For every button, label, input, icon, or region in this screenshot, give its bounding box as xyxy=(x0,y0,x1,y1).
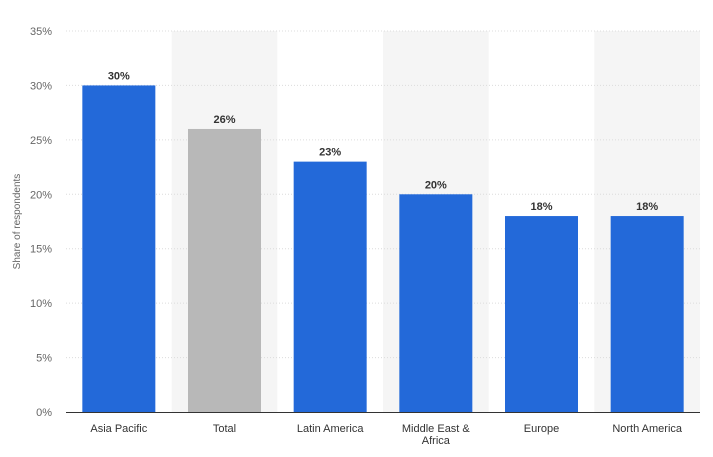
y-tick-label: 10% xyxy=(30,298,52,310)
x-tick-label: Total xyxy=(213,423,236,435)
y-tick-label: 35% xyxy=(30,26,52,38)
bar xyxy=(82,85,156,412)
bar xyxy=(293,161,367,412)
value-labels: 30% 26% 23% 20% 18% 18% xyxy=(108,70,659,213)
bar xyxy=(505,216,578,412)
y-tick-label: 0% xyxy=(36,407,52,419)
data-label: 26% xyxy=(213,114,235,126)
x-tick-label: North America xyxy=(612,423,683,435)
x-tick-label: Latin America xyxy=(297,423,365,435)
y-tick-label: 5% xyxy=(36,353,52,365)
bars xyxy=(82,85,684,412)
y-axis-ticks: 0% 5% 10% 15% 20% 25% 30% 35% xyxy=(30,26,52,419)
y-tick-label: 25% xyxy=(30,135,52,147)
y-tick-label: 20% xyxy=(30,189,52,201)
data-label: 23% xyxy=(319,147,341,159)
data-label: 20% xyxy=(425,179,447,191)
y-tick-label: 15% xyxy=(30,244,52,256)
y-tick-label: 30% xyxy=(30,80,52,92)
x-tick-label: Europe xyxy=(524,423,559,435)
bar xyxy=(399,194,473,412)
bar xyxy=(188,128,261,412)
gridlines xyxy=(66,30,700,359)
x-tick-label: Asia Pacific xyxy=(90,423,147,435)
x-tick-label: Middle East & Africa xyxy=(402,423,471,447)
data-label: 30% xyxy=(108,70,130,82)
bar xyxy=(610,216,684,412)
data-label: 18% xyxy=(636,201,658,213)
x-axis-labels: Asia Pacific Total Latin America Middle Eas… xyxy=(90,423,682,447)
y-axis-title: Share of respondents xyxy=(12,174,23,270)
data-label: 18% xyxy=(530,201,552,213)
